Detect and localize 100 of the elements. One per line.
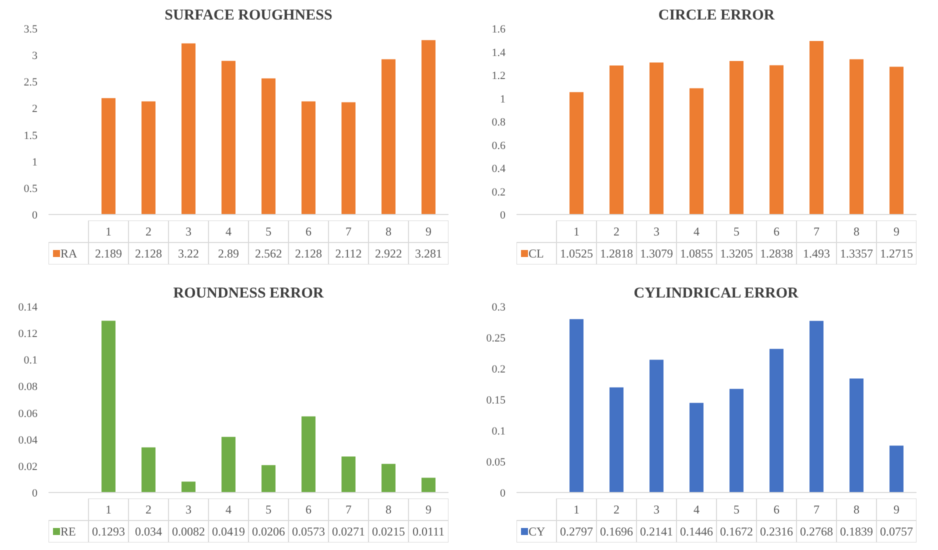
category-label: 3 bbox=[186, 224, 192, 238]
data-label: 0.0271 bbox=[332, 524, 365, 538]
data-label: 2.128 bbox=[295, 246, 322, 260]
y-tick-label: 3.5 bbox=[24, 24, 38, 36]
y-tick-label: 0.2 bbox=[492, 186, 506, 198]
category-label: 4 bbox=[694, 502, 700, 516]
y-tick-label: 2 bbox=[32, 103, 38, 116]
category-label: 6 bbox=[774, 502, 780, 516]
data-label: 1.2838 bbox=[760, 246, 793, 260]
category-label: 8 bbox=[386, 502, 392, 516]
data-label: 0.0111 bbox=[412, 524, 445, 538]
data-label: 0.2768 bbox=[800, 524, 833, 538]
category-label: 5 bbox=[734, 502, 740, 516]
category-label: 6 bbox=[774, 224, 780, 238]
y-tick-label: 0.6 bbox=[492, 140, 506, 152]
data-label: 0.0573 bbox=[292, 524, 325, 538]
legend-label: RA bbox=[60, 246, 78, 260]
data-label: 1.493 bbox=[803, 246, 830, 260]
y-tick-label: 0.25 bbox=[486, 332, 506, 344]
data-label: 2.128 bbox=[135, 246, 162, 260]
category-label: 8 bbox=[386, 224, 392, 238]
category-label: 1 bbox=[106, 224, 112, 238]
chart-title: SURFACE ROUGHNESS bbox=[164, 8, 332, 24]
category-label: 1 bbox=[574, 224, 580, 238]
y-tick-label: 1.4 bbox=[492, 46, 506, 59]
data-label: 2.189 bbox=[95, 246, 122, 260]
data-label: 0.0082 bbox=[172, 524, 205, 538]
data-label: 0.1672 bbox=[720, 524, 753, 538]
data-label: 0.1696 bbox=[600, 524, 633, 538]
category-label: 1 bbox=[574, 502, 580, 516]
y-tick-label: 1 bbox=[500, 93, 506, 106]
data-label: 0.0206 bbox=[252, 524, 285, 538]
data-label: 0.1839 bbox=[840, 524, 873, 538]
category-label: 5 bbox=[734, 224, 740, 238]
y-tick-label: 1.2 bbox=[492, 70, 506, 82]
data-label: 2.562 bbox=[255, 246, 282, 260]
category-label: 5 bbox=[266, 502, 272, 516]
y-tick-label: 2.5 bbox=[24, 76, 38, 89]
data-label: 0.1446 bbox=[680, 524, 713, 538]
data-label: 0.0419 bbox=[212, 524, 245, 538]
y-tick-label: 0.15 bbox=[486, 394, 506, 406]
chart-title: CIRCLE ERROR bbox=[658, 8, 775, 24]
y-tick-label: 0 bbox=[500, 488, 506, 500]
y-tick-label: 0.02 bbox=[18, 460, 38, 473]
category-label: 7 bbox=[814, 502, 820, 516]
y-tick-label: 1.5 bbox=[24, 130, 38, 142]
data-label: 0.0757 bbox=[880, 524, 913, 538]
category-label: 3 bbox=[654, 502, 660, 516]
y-tick-label: 0.08 bbox=[18, 381, 38, 394]
legend-label: CL bbox=[528, 246, 544, 260]
data-label: 2.112 bbox=[335, 246, 362, 260]
data-label: 0.2797 bbox=[560, 524, 593, 538]
data-label: 2.922 bbox=[375, 246, 402, 260]
y-tick-label: 0.05 bbox=[486, 456, 506, 468]
category-label: 7 bbox=[814, 224, 820, 238]
category-label: 9 bbox=[426, 224, 432, 238]
data-label: 2.89 bbox=[218, 246, 239, 260]
data-label: 1.2818 bbox=[600, 246, 633, 260]
category-label: 7 bbox=[346, 224, 352, 238]
y-tick-label: 0.8 bbox=[492, 116, 506, 128]
y-tick-label: 0 bbox=[32, 210, 38, 222]
y-tick-label: 0.06 bbox=[18, 408, 38, 420]
y-tick-label: 0.5 bbox=[24, 182, 38, 195]
data-label: 0.1293 bbox=[92, 524, 125, 538]
y-tick-label: 0.4 bbox=[492, 163, 506, 175]
data-label: 0.2316 bbox=[760, 524, 793, 538]
data-label: 3.281 bbox=[415, 246, 442, 260]
category-label: 4 bbox=[226, 224, 232, 238]
y-tick-label: 0.14 bbox=[18, 302, 38, 314]
data-label: 1.3357 bbox=[840, 246, 873, 260]
y-tick-label: 0.04 bbox=[18, 434, 38, 446]
chart-title: ROUNDNESS ERROR bbox=[173, 286, 324, 302]
category-label: 5 bbox=[266, 224, 272, 238]
data-label: 1.3205 bbox=[720, 246, 753, 260]
category-label: 9 bbox=[894, 224, 900, 238]
legend-label: CY bbox=[528, 524, 546, 538]
chart-title: CYLINDRICAL ERROR bbox=[634, 286, 799, 302]
category-label: 8 bbox=[854, 502, 860, 516]
data-label: 0.0215 bbox=[372, 524, 405, 538]
y-tick-label: 0 bbox=[32, 488, 38, 500]
category-label: 3 bbox=[654, 224, 660, 238]
category-label: 2 bbox=[614, 502, 620, 516]
y-tick-label: 1 bbox=[32, 156, 38, 168]
category-label: 2 bbox=[614, 224, 620, 238]
category-label: 8 bbox=[854, 224, 860, 238]
y-tick-label: 0.1 bbox=[492, 426, 506, 438]
y-tick-label: 1.6 bbox=[492, 24, 506, 36]
category-label: 1 bbox=[106, 502, 112, 516]
data-label: 0.034 bbox=[135, 524, 162, 538]
y-tick-label: 3 bbox=[32, 50, 38, 62]
data-label: 1.3079 bbox=[640, 246, 673, 260]
category-label: 6 bbox=[306, 502, 312, 516]
data-label: 1.2715 bbox=[880, 246, 913, 260]
y-tick-label: 0.1 bbox=[24, 354, 38, 367]
y-tick-label: 0.3 bbox=[492, 302, 506, 314]
category-label: 2 bbox=[146, 224, 152, 238]
y-tick-label: 0 bbox=[500, 210, 506, 222]
category-label: 9 bbox=[426, 502, 432, 516]
category-label: 7 bbox=[346, 502, 352, 516]
y-tick-label: 0.12 bbox=[18, 328, 38, 340]
